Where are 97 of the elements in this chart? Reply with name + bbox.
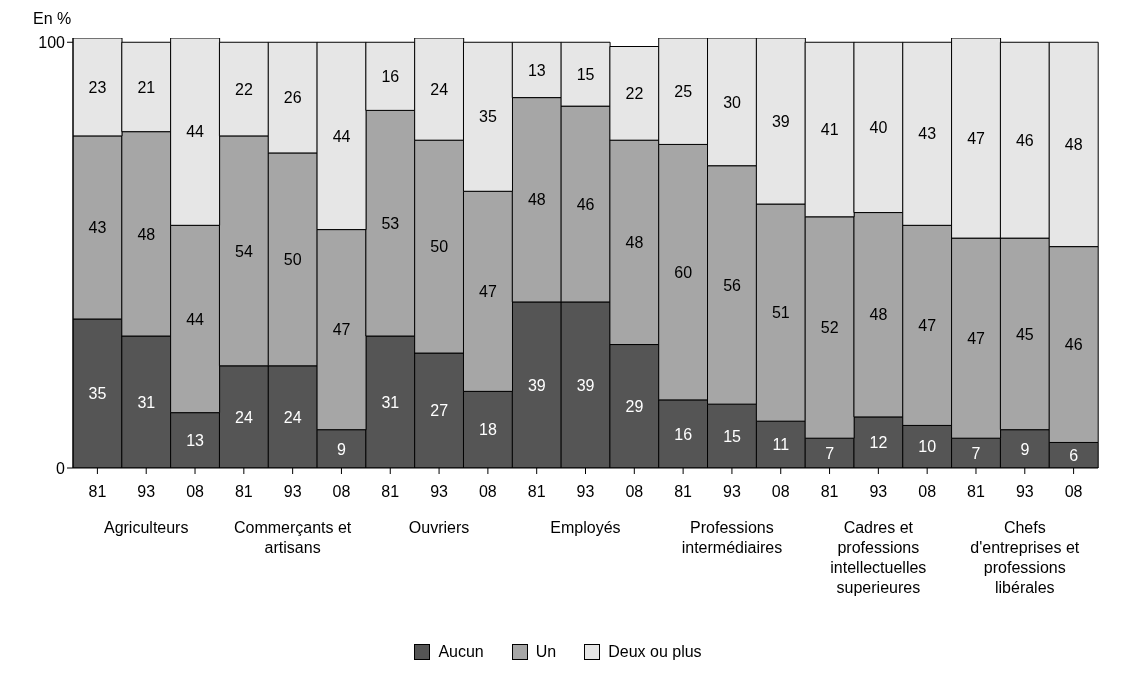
- data-label: 40: [869, 119, 888, 137]
- y-tick-label: 0: [56, 459, 66, 477]
- data-label: 11: [772, 436, 790, 454]
- x-tick-label: 08: [625, 483, 644, 501]
- data-label: 51: [771, 304, 790, 322]
- data-label: 52: [820, 319, 839, 337]
- data-label: 48: [137, 225, 156, 243]
- data-label: 46: [1064, 336, 1083, 354]
- data-label: 35: [88, 385, 107, 403]
- data-label: 35: [479, 108, 497, 126]
- x-tick-label: 93: [1015, 483, 1034, 501]
- data-label: 21: [137, 78, 156, 96]
- x-tick-label: 08: [478, 483, 497, 501]
- data-label: 44: [186, 123, 205, 141]
- data-label: 43: [918, 125, 937, 143]
- data-label: 6: [1069, 446, 1079, 464]
- x-tick-label: 93: [723, 483, 741, 501]
- x-tick-label: 81: [234, 483, 253, 501]
- data-label: 39: [576, 376, 595, 394]
- data-label: 41: [820, 121, 839, 139]
- data-label: 13: [186, 432, 205, 450]
- data-label: 54: [235, 242, 253, 260]
- x-tick-label: 81: [88, 483, 107, 501]
- data-label: 18: [479, 421, 497, 439]
- data-label: 47: [967, 129, 986, 147]
- data-label: 22: [625, 85, 644, 103]
- data-label: 45: [1015, 325, 1034, 343]
- data-label: 7: [825, 444, 835, 462]
- data-label: 24: [430, 80, 449, 98]
- y-tick-label: 100: [38, 33, 66, 51]
- x-tick-label: 81: [674, 483, 693, 501]
- x-tick-label: 81: [527, 483, 546, 501]
- data-label: 43: [88, 219, 107, 237]
- data-label: 48: [869, 306, 888, 324]
- data-label: 47: [918, 317, 937, 335]
- data-label: 29: [625, 397, 644, 415]
- data-label: 22: [235, 80, 253, 98]
- x-tick-label: 93: [430, 483, 449, 501]
- data-label: 16: [674, 425, 693, 443]
- data-label: 9: [337, 440, 347, 458]
- data-label: 24: [283, 408, 302, 426]
- data-label: 15: [576, 65, 595, 83]
- data-label: 47: [332, 321, 351, 339]
- text: Commerçants et artisans: [232, 518, 353, 558]
- x-tick-label: 81: [820, 483, 839, 501]
- text: Agriculteurs: [102, 518, 190, 538]
- y-axis-title: En %: [33, 10, 72, 28]
- x-tick-label: 81: [381, 483, 400, 501]
- data-label: 48: [527, 191, 546, 209]
- data-label: 27: [430, 402, 449, 420]
- data-label: 23: [88, 78, 107, 96]
- data-label: 50: [430, 238, 449, 256]
- data-label: 44: [186, 310, 205, 328]
- x-tick-label: 93: [576, 483, 595, 501]
- x-tick-label: 81: [967, 483, 985, 501]
- data-label: 13: [527, 61, 546, 79]
- x-tick-label: 08: [1064, 483, 1083, 501]
- data-label: 56: [723, 276, 742, 294]
- data-label: 50: [283, 251, 302, 269]
- data-label: 46: [576, 195, 595, 213]
- x-tick-label: 93: [137, 483, 156, 501]
- x-tick-label: 08: [771, 483, 790, 501]
- data-label: 44: [332, 127, 351, 145]
- data-label: 30: [723, 93, 742, 111]
- text: Cadres et professions intellectuelles superieures: [829, 518, 928, 598]
- data-label: 31: [137, 393, 156, 411]
- x-tick-label: 08: [918, 483, 937, 501]
- data-label: 39: [527, 376, 546, 394]
- data-label: 48: [625, 234, 644, 252]
- x-tick-label: 08: [332, 483, 351, 501]
- legend-label: Aucun: [438, 643, 484, 661]
- data-label: 16: [381, 68, 400, 85]
- data-label: 39: [771, 112, 790, 130]
- data-label: 7: [971, 444, 981, 462]
- data-label: 24: [235, 408, 253, 426]
- legend-label: Deux ou plus: [608, 643, 702, 661]
- data-label: 12: [869, 434, 888, 452]
- data-label: 47: [479, 283, 497, 300]
- data-label: 60: [674, 263, 693, 281]
- data-label: 9: [1020, 440, 1030, 458]
- text: Professions intermédiaires: [680, 518, 784, 558]
- data-label: 31: [381, 393, 400, 411]
- text: Employés: [549, 518, 622, 538]
- data-label: 48: [1064, 136, 1083, 154]
- data-label: 47: [967, 329, 986, 347]
- data-label: 53: [381, 214, 400, 232]
- data-label: 46: [1015, 131, 1034, 149]
- x-tick-label: 93: [283, 483, 302, 501]
- data-label: 25: [674, 82, 693, 100]
- data-label: 26: [283, 89, 302, 107]
- data-label: 10: [918, 438, 937, 456]
- x-tick-label: 93: [869, 483, 888, 501]
- text: Ouvriers: [407, 518, 471, 538]
- legend-label: Un: [535, 643, 557, 661]
- data-label: 15: [723, 427, 742, 445]
- text: Chefs d'entreprises et professions libérales: [969, 518, 1081, 598]
- x-tick-label: 08: [186, 483, 205, 501]
